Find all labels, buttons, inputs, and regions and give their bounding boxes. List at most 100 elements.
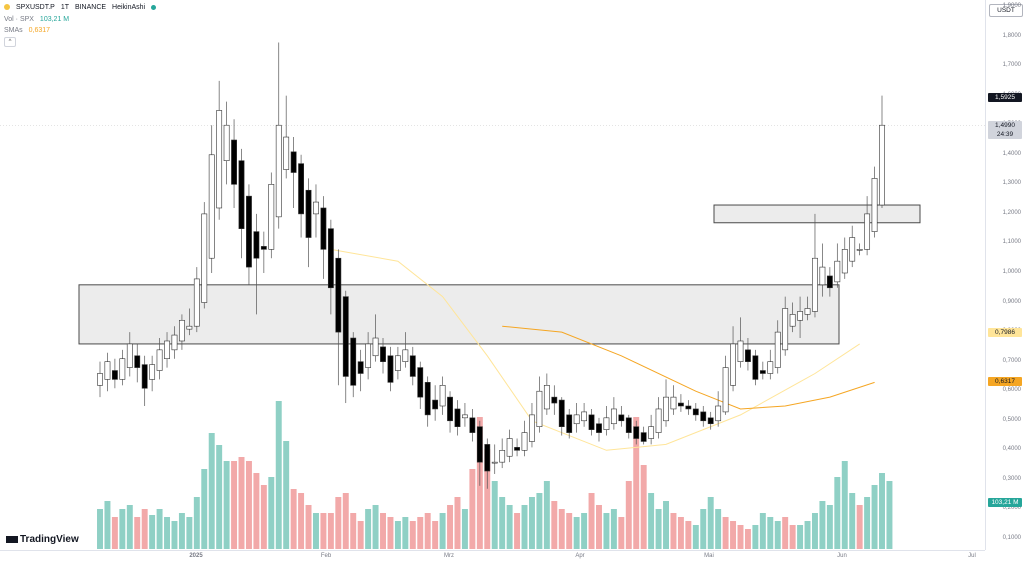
chart-style[interactable]: HeikinAshi — [112, 4, 146, 11]
candle-body — [298, 163, 304, 215]
volume-bar — [566, 513, 573, 549]
volume-bar — [506, 505, 513, 549]
candle-body — [826, 275, 833, 289]
chart-area[interactable]: SPXUSDT.P 1T BINANCE HeikinAshi Vol · SP… — [0, 0, 985, 550]
price-tick-label: 1,4000 — [1002, 150, 1021, 157]
volume-bar — [335, 497, 342, 549]
volume-bar — [424, 513, 431, 549]
volume-bar — [126, 505, 133, 549]
candle-body — [134, 355, 141, 368]
volume-bar — [313, 513, 319, 549]
currency-button[interactable]: USDT — [989, 4, 1023, 17]
candle-body — [454, 408, 461, 427]
volume-bar — [380, 513, 386, 549]
volume-bar — [156, 509, 163, 549]
time-axis[interactable]: 2025 Feb Mrz Apr Mai Jun Jul — [0, 550, 985, 563]
volume-bar — [231, 461, 238, 549]
volume-bar — [111, 517, 118, 549]
candle-body — [491, 461, 498, 464]
volume-bar — [759, 513, 766, 549]
volume-bar — [387, 517, 394, 549]
candle-body — [864, 213, 871, 250]
price-tag-value: 103,21 M — [991, 498, 1019, 506]
volume-label: Vol · SPX — [4, 16, 34, 23]
candle-body — [335, 257, 342, 333]
candle-body — [514, 447, 520, 451]
candle-body — [409, 355, 416, 377]
collapse-legend-button[interactable]: ^ — [4, 37, 16, 47]
volume-bar — [417, 517, 424, 549]
candle-body — [119, 358, 126, 380]
price-tick-label: 1,8000 — [1002, 32, 1021, 39]
volume-bar — [841, 461, 848, 549]
volume-bar — [856, 505, 863, 549]
candle-body — [104, 361, 111, 380]
symbol-icon — [4, 4, 10, 11]
volume-bar — [804, 521, 811, 549]
candle-body — [380, 346, 386, 362]
candle-body — [849, 237, 856, 262]
price-tag-high: 1,5925 — [988, 93, 1022, 103]
volume-bar — [260, 485, 267, 549]
candle-body — [417, 367, 424, 398]
sma-legend[interactable]: SMAs 0,6317 — [4, 27, 54, 34]
price-tick-label: 1,0000 — [1002, 269, 1021, 275]
time-tick-label: Mrz — [444, 553, 454, 559]
candle-body — [834, 260, 841, 283]
volume-bar — [633, 417, 640, 549]
volume-bar — [573, 517, 580, 549]
volume-bar — [789, 525, 796, 549]
symbol-header[interactable]: SPXUSDT.P 1T BINANCE HeikinAshi — [4, 4, 160, 11]
symbol-name[interactable]: SPXUSDT.P — [15, 4, 55, 11]
candle-body — [789, 314, 796, 327]
candle-body — [648, 426, 655, 439]
candle-body — [320, 207, 327, 250]
time-tick-label: Feb — [320, 553, 332, 559]
volume-bar — [97, 509, 103, 549]
candle-body — [543, 385, 550, 410]
price-tick-label: 1,9000 — [1002, 3, 1021, 9]
candle-body — [141, 364, 148, 389]
volume-bar — [685, 521, 692, 549]
interval[interactable]: 1T — [60, 4, 69, 11]
candle-body — [685, 405, 692, 410]
price-tick-label: 1,2000 — [1002, 209, 1021, 216]
status-dot-icon — [151, 4, 157, 10]
price-tick-label: 0,7000 — [1002, 357, 1021, 364]
price-tag-value: 1,5925 — [995, 94, 1015, 102]
candle-body — [238, 160, 245, 229]
candle-body — [529, 414, 535, 442]
candle-body — [633, 426, 640, 439]
volume-bar — [409, 521, 416, 549]
candle-body — [246, 195, 252, 268]
candle-body — [260, 246, 267, 250]
volume-bar — [201, 469, 208, 549]
volume-bar — [730, 521, 737, 549]
candle-body — [275, 124, 282, 218]
candle-body — [707, 417, 714, 425]
candle-body — [164, 340, 170, 360]
price-tick-label: 1,1000 — [1002, 239, 1021, 246]
candle-body — [625, 417, 632, 433]
time-tick-label: Apr — [575, 553, 585, 559]
candle-body — [774, 331, 781, 368]
volume-bar — [514, 513, 521, 549]
candle-body — [439, 385, 446, 407]
candle-body — [424, 382, 431, 416]
volume-legend[interactable]: Vol · SPX 103,21 M — [4, 16, 73, 23]
candle-body — [752, 355, 759, 380]
candle-body — [745, 349, 751, 362]
volume-bar — [536, 493, 543, 549]
volume-bar — [253, 473, 260, 549]
volume-bar — [283, 441, 290, 549]
volume-bar — [402, 517, 409, 549]
candle-body — [730, 343, 736, 386]
candle-body — [663, 396, 669, 422]
candle-body — [111, 370, 118, 380]
candle-body — [759, 370, 766, 374]
volume-bar — [864, 497, 871, 549]
candlestick-chart[interactable] — [0, 0, 985, 550]
volume-bar — [275, 401, 282, 549]
candle-body — [856, 249, 863, 251]
price-axis[interactable]: USDT 1,90001,80001,70001,60001,50001,400… — [985, 0, 1024, 550]
